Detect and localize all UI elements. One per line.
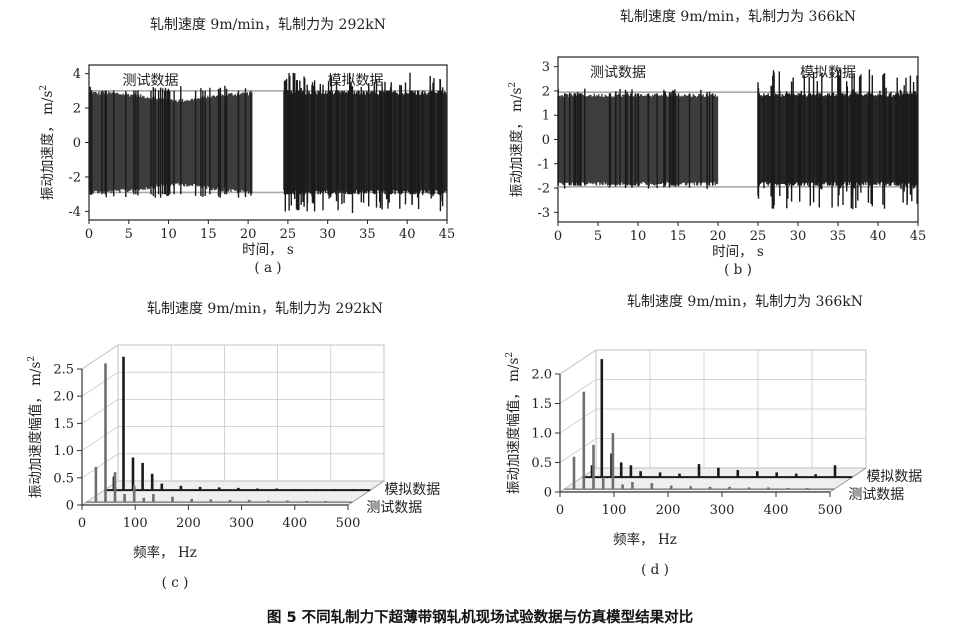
x-tick-label: 500 <box>818 503 843 518</box>
panel-label: ( d ) <box>641 562 669 578</box>
y-tick-label: 1 <box>542 109 550 124</box>
series-label-sim: 模拟数据 <box>866 469 922 485</box>
x-axis-label: 频率， Hz <box>133 544 197 561</box>
x-tick-label: 15 <box>200 227 217 242</box>
x-tick-label: 500 <box>336 516 361 531</box>
x-tick-label: 30 <box>790 229 807 244</box>
y-tick-label: 2.0 <box>53 390 74 405</box>
floor <box>558 467 868 493</box>
x-tick-label: 0 <box>85 227 93 242</box>
y-tick-label: 0 <box>66 499 74 514</box>
panel-label: ( c ) <box>162 575 189 591</box>
x-tick-label: 100 <box>123 516 148 531</box>
series-sim-spikes <box>757 69 918 210</box>
y-axis-label-sup: 2 <box>505 352 515 358</box>
y-tick-label: 4 <box>73 67 81 82</box>
y-tick-label: 0 <box>544 486 552 501</box>
series-label-test: 测试数据 <box>123 73 179 89</box>
x-tick-label: 10 <box>630 229 647 244</box>
x-tick-label: 40 <box>870 229 887 244</box>
x-tick-label: 100 <box>602 503 627 518</box>
y-tick-label: -4 <box>68 205 81 220</box>
x-tick-label: 0 <box>556 503 564 518</box>
x-tick-label: 5 <box>125 227 133 242</box>
y-axis-label: 振动加速度幅值， m/s2 <box>27 356 44 498</box>
y-tick-label: -2 <box>68 170 81 185</box>
x-tick-label: 300 <box>710 503 735 518</box>
y-axis-label: 振动加速度， m/s2 <box>39 85 56 200</box>
y-tick-label: 0.5 <box>531 456 552 471</box>
x-tick-label: 200 <box>656 503 681 518</box>
y-tick-label: 1.0 <box>53 444 74 459</box>
y-axis-label-sup: 2 <box>39 85 49 91</box>
y-tick-label: -2 <box>537 182 550 197</box>
y-tick-label: 2.5 <box>53 363 74 378</box>
chart-title: 轧制速度 9m/min，轧制力为 292kN <box>150 17 386 33</box>
x-tick-label: 35 <box>830 229 847 244</box>
chart-title: 轧制速度 9m/min，轧制力为 366kN <box>620 9 856 25</box>
series-test-spikes <box>89 85 252 198</box>
figure-caption: 图 5 不同轧制力下超薄带钢轧机现场试验数据与仿真模型结果对比 <box>267 608 693 626</box>
x-tick-label: 45 <box>439 227 456 242</box>
x-tick-label: 45 <box>910 229 927 244</box>
x-tick-label: 20 <box>710 229 727 244</box>
x-tick-label: 25 <box>280 227 297 242</box>
chart-title: 轧制速度 9m/min，轧制力为 366kN <box>627 294 863 310</box>
x-tick-label: 200 <box>176 516 201 531</box>
y-tick-label: -3 <box>537 206 550 221</box>
y-axis-label-sup: 2 <box>27 356 37 362</box>
series-test-spikes <box>557 88 714 189</box>
series-label-sim: 模拟数据 <box>384 482 440 498</box>
y-axis-label: 振动加速度幅值， m/s2 <box>505 352 522 494</box>
y-tick-label: 2 <box>542 84 550 99</box>
x-tick-label: 300 <box>229 516 254 531</box>
x-tick-label: 400 <box>282 516 307 531</box>
y-tick-label: 2 <box>73 102 81 117</box>
panel-label: ( b ) <box>724 262 752 278</box>
x-tick-label: 20 <box>240 227 257 242</box>
x-axis-label: 时间， s <box>712 244 764 260</box>
x-tick-label: 15 <box>670 229 687 244</box>
x-tick-label: 0 <box>554 229 562 244</box>
series-label-test: 测试数据 <box>848 487 904 503</box>
x-tick-label: 40 <box>399 227 416 242</box>
x-axis-label: 频率， Hz <box>613 531 677 548</box>
series-label-test: 测试数据 <box>590 65 646 81</box>
x-axis-label: 时间， s <box>242 242 294 258</box>
x-tick-label: 400 <box>764 503 789 518</box>
back-wall <box>117 344 385 482</box>
y-tick-label: 1.0 <box>531 427 552 442</box>
series-label-test: 测试数据 <box>366 500 422 516</box>
x-tick-label: 35 <box>359 227 376 242</box>
series-label-sim: 模拟数据 <box>327 73 383 89</box>
x-tick-label: 5 <box>594 229 602 244</box>
series-sim-spikes <box>283 72 444 213</box>
x-tick-label: 10 <box>160 227 177 242</box>
panel-label: ( a ) <box>254 260 281 276</box>
y-axis-label: 振动加速度， m/s2 <box>508 82 525 197</box>
x-tick-label: 30 <box>319 227 336 242</box>
y-tick-label: 1.5 <box>53 417 74 432</box>
y-tick-label: 0.5 <box>53 471 74 486</box>
y-tick-label: 0 <box>73 136 81 151</box>
y-axis-label-sup: 2 <box>508 82 518 88</box>
y-tick-label: 1.5 <box>531 397 552 412</box>
y-tick-label: 2.0 <box>531 368 552 383</box>
x-tick-label: 25 <box>750 229 767 244</box>
series-label-sim: 模拟数据 <box>800 65 856 81</box>
y-tick-label: 0 <box>542 133 550 148</box>
y-tick-label: 3 <box>542 60 550 75</box>
chart-title: 轧制速度 9m/min，轧制力为 292kN <box>147 301 383 317</box>
y-tick-label: -1 <box>537 157 550 172</box>
x-tick-label: 0 <box>78 516 86 531</box>
floor <box>80 480 386 506</box>
